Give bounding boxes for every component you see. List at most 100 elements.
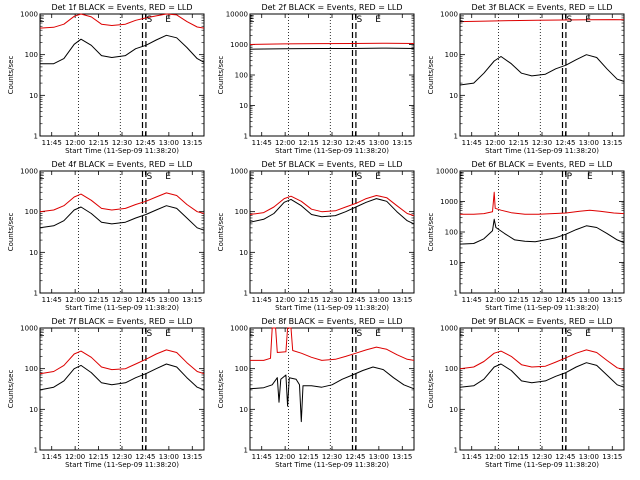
x-tick-label: 12:45 — [555, 139, 575, 147]
x-tick-label: 12:00 — [65, 453, 85, 461]
panel-title: Det 3f BLACK = Events, RED = LLD — [471, 3, 612, 12]
event-marker-label: S — [566, 15, 572, 25]
y-tick-label: 100 — [235, 365, 248, 373]
x-tick-label: 13:15 — [182, 453, 202, 461]
x-tick-label: 12:15 — [88, 453, 108, 461]
x-axis-label: Start Time (11-Sep-09 11:38:20) — [485, 147, 599, 155]
y-tick-label: 10 — [29, 249, 38, 257]
x-tick-label: 12:15 — [298, 453, 318, 461]
y-tick-label: 100 — [235, 208, 248, 216]
event-marker-label: S — [146, 172, 152, 182]
panel-det-1: Det 1f BLACK = Events, RED = LLD 11:45 12:… — [7, 3, 205, 155]
event-marker-label: P — [567, 172, 573, 182]
y-tick-label: 100 — [445, 51, 458, 59]
y-tick-label: 1 — [34, 133, 38, 141]
event-marker-label: E — [459, 172, 465, 182]
x-tick-label: 11:45 — [42, 296, 62, 304]
x-tick-label: 13:00 — [159, 453, 179, 461]
event-marker-label: S — [146, 15, 152, 25]
y-axis-label: Counts/sec — [7, 213, 15, 252]
x-tick-label: 12:15 — [88, 139, 108, 147]
x-tick-label: 13:15 — [602, 453, 622, 461]
y-axis-label: Counts/sec — [7, 56, 15, 95]
x-tick-label: 13:00 — [579, 296, 599, 304]
series-line-events — [249, 198, 415, 225]
y-axis-label: Counts/sec — [427, 213, 435, 252]
event-marker-label: E — [165, 172, 171, 182]
y-tick-label: 10 — [239, 102, 248, 110]
y-tick-label: 10000 — [226, 11, 248, 19]
x-tick-label: 12:15 — [508, 139, 528, 147]
y-tick-label: 100 — [235, 72, 248, 80]
x-tick-label: 12:30 — [112, 139, 132, 147]
x-tick-label: 12:00 — [485, 296, 505, 304]
y-tick-label: 1 — [244, 133, 248, 141]
series-line-lld — [39, 349, 205, 375]
y-tick-label: 1 — [244, 447, 248, 455]
panel-title: Det 7f BLACK = Events, RED = LLD — [51, 317, 192, 326]
x-tick-label: 11:45 — [42, 139, 62, 147]
x-tick-label: 12:30 — [112, 296, 132, 304]
event-marker-label: E — [165, 15, 171, 25]
x-axis-label: Start Time (11-Sep-09 11:38:20) — [65, 147, 179, 155]
x-tick-label: 12:15 — [88, 296, 108, 304]
x-tick-label: 12:30 — [532, 139, 552, 147]
x-tick-label: 11:45 — [462, 296, 482, 304]
y-tick-label: 1 — [34, 447, 38, 455]
x-tick-label: 12:45 — [135, 296, 155, 304]
x-axis-label: Start Time (11-Sep-09 11:38:20) — [65, 304, 179, 312]
series-line-lld — [250, 327, 415, 361]
x-tick-label: 12:45 — [135, 453, 155, 461]
panel-title: Det 8f BLACK = Events, RED = LLD — [261, 317, 402, 326]
y-tick-label: 1 — [244, 290, 248, 298]
x-tick-label: 13:15 — [602, 139, 622, 147]
x-tick-label: 13:00 — [579, 139, 599, 147]
x-tick-label: 12:45 — [345, 453, 365, 461]
y-tick-label: 10 — [449, 92, 458, 100]
panel-det-6: Det 6f BLACK = Events, RED = LLD 11:45 12:… — [427, 160, 625, 312]
x-axis-label: Start Time (11-Sep-09 11:38:20) — [275, 461, 389, 469]
event-marker-label: E — [39, 15, 45, 25]
x-tick-label: 12:00 — [275, 296, 295, 304]
x-tick-label: 12:30 — [532, 453, 552, 461]
panel-title: Det 2f BLACK = Events, RED = LLD — [261, 3, 402, 12]
y-tick-label: 1 — [454, 133, 458, 141]
event-marker-label: E — [375, 329, 381, 339]
event-marker-label: E — [375, 172, 381, 182]
x-tick-label: 12:30 — [322, 296, 342, 304]
x-tick-label: 13:00 — [369, 139, 389, 147]
x-tick-label: 13:00 — [369, 296, 389, 304]
panel-title: Det 6f BLACK = Events, RED = LLD — [471, 160, 612, 169]
y-tick-label: 1000 — [230, 168, 248, 176]
series-line-events — [459, 218, 625, 245]
event-marker-label: E — [585, 329, 591, 339]
panel-title: Det 1f BLACK = Events, RED = LLD — [51, 3, 192, 12]
panel-title: Det 9f BLACK = Events, RED = LLD — [471, 317, 612, 326]
y-tick-label: 100 — [25, 208, 38, 216]
x-tick-label: 12:00 — [485, 453, 505, 461]
y-tick-label: 1000 — [20, 325, 38, 333]
y-tick-label: 1000 — [20, 11, 38, 19]
x-tick-label: 12:00 — [65, 296, 85, 304]
x-tick-label: 12:15 — [298, 296, 318, 304]
x-tick-label: 13:15 — [182, 139, 202, 147]
series-line-lld — [459, 349, 625, 371]
event-marker-label: S — [146, 329, 152, 339]
y-axis-label: Counts/sec — [427, 370, 435, 409]
event-marker-label: E — [459, 15, 465, 25]
series-line-lld — [249, 195, 415, 217]
x-tick-label: 13:00 — [159, 139, 179, 147]
series-line-events — [39, 205, 205, 231]
x-tick-label: 12:45 — [345, 139, 365, 147]
y-tick-label: 1000 — [440, 198, 458, 206]
series-line-events — [249, 366, 415, 423]
event-marker-label: E — [587, 172, 593, 182]
series-line-events — [40, 34, 205, 65]
